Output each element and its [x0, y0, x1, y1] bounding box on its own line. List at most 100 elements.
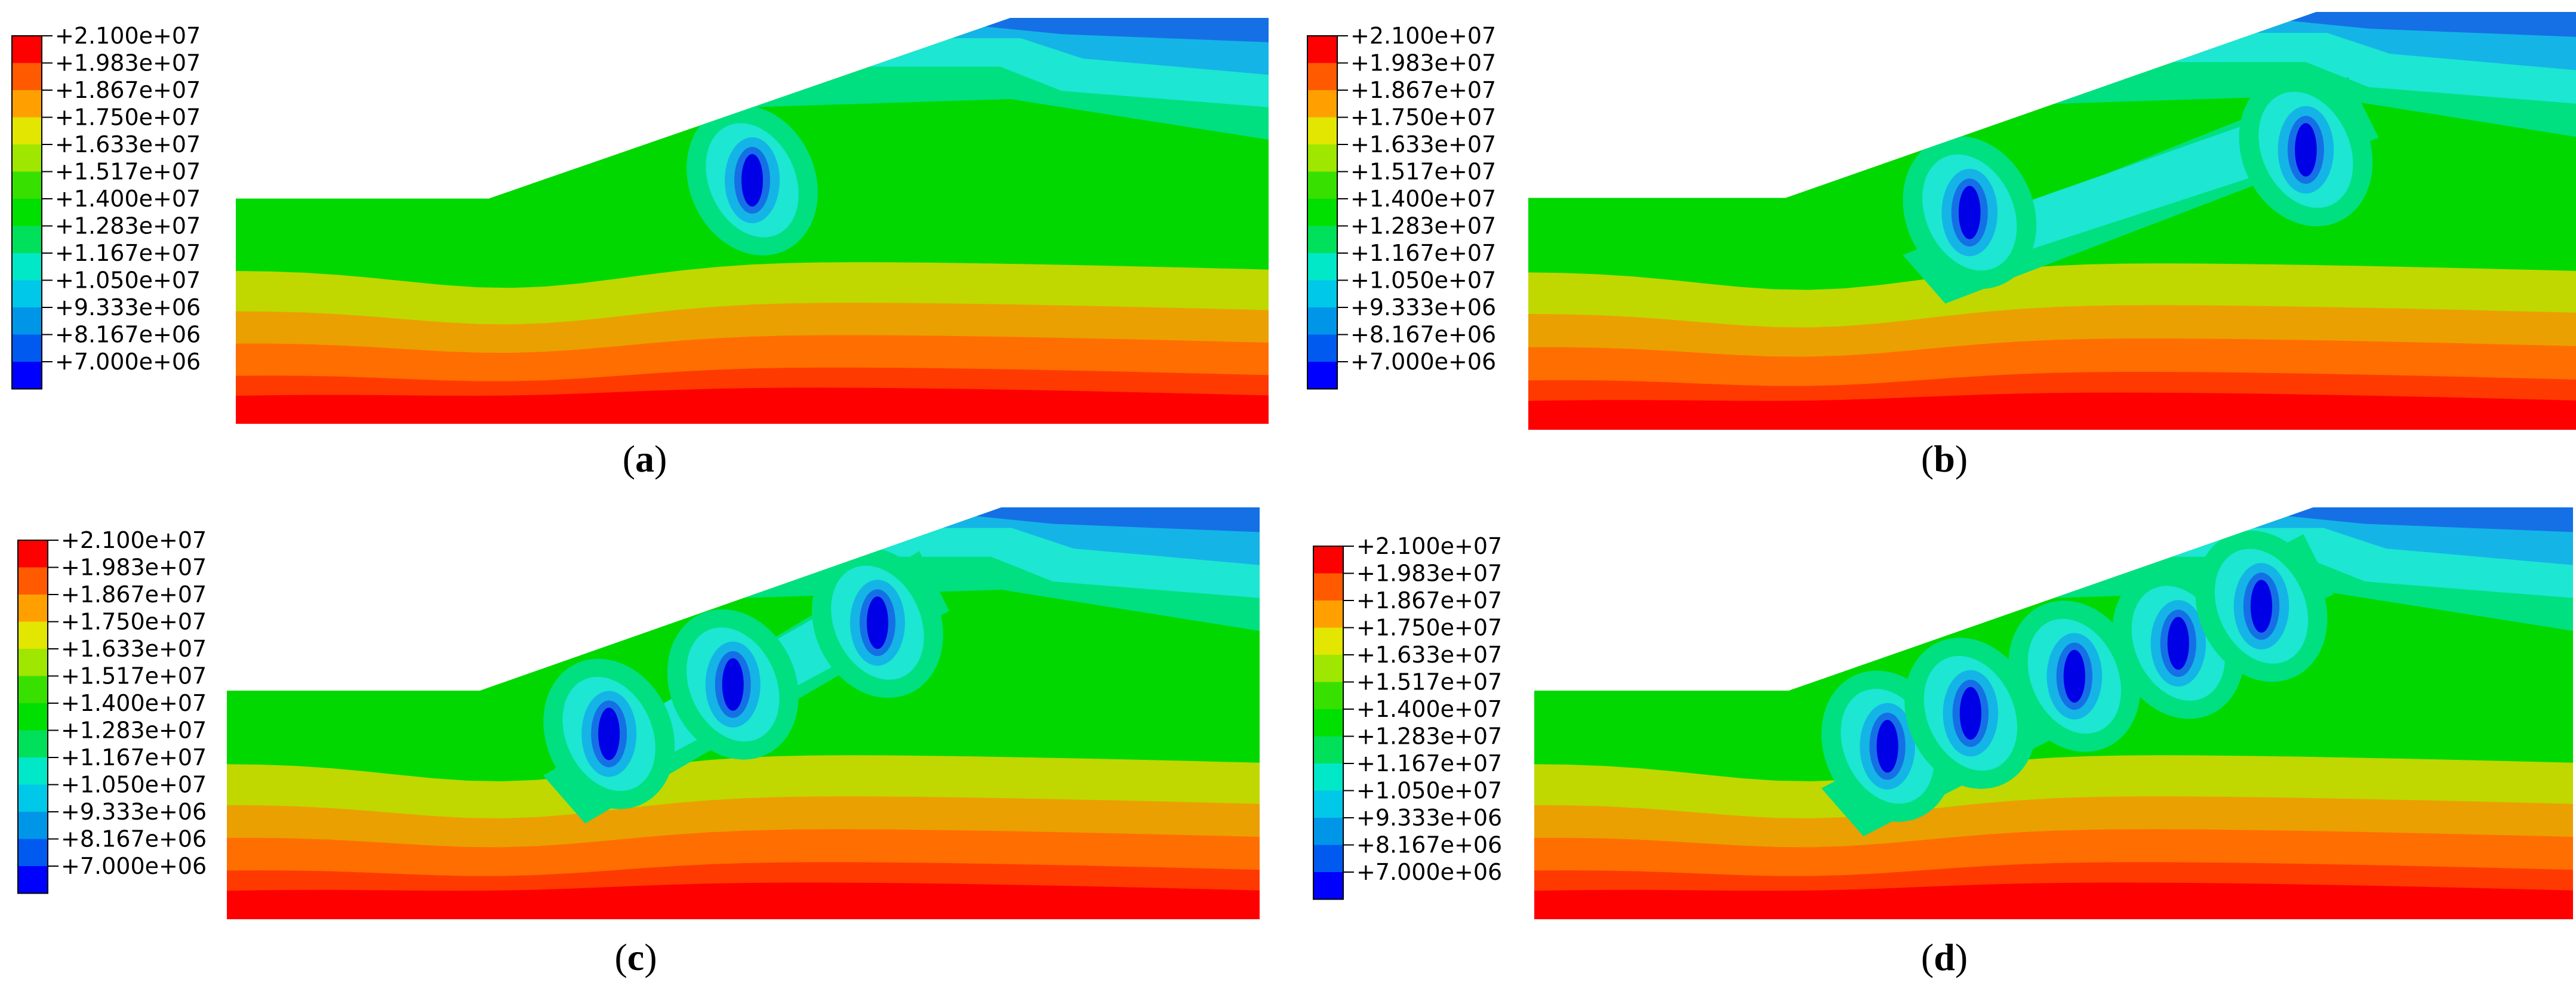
- legend-swatch: [18, 703, 48, 731]
- legend-swatch: [1313, 709, 1343, 737]
- legend-swatch: [1313, 600, 1343, 628]
- legend-label: +1.167e+07: [1350, 240, 1496, 266]
- legend-frame: [17, 540, 48, 894]
- legend-label: +2.100e+07: [55, 23, 201, 49]
- stress-zone-deep-blue: [1959, 686, 1981, 740]
- stress-zone-deep-blue: [1958, 186, 1981, 239]
- stress-zone-blue: [2282, 507, 2573, 532]
- caption-open: (: [1921, 936, 1934, 978]
- legend-swatch: [12, 253, 42, 281]
- legend-label: +1.517e+07: [1356, 669, 1502, 695]
- legend-swatch: [1307, 90, 1337, 118]
- legend-frame: [11, 35, 42, 390]
- stress-zone-deep-blue: [2295, 123, 2317, 177]
- legend-swatch: [12, 117, 42, 144]
- legend-swatch: [1313, 655, 1343, 682]
- stress-zone-deep-blue: [2063, 649, 2085, 703]
- caption-letter: b: [1934, 438, 1955, 480]
- legend-label: +1.050e+07: [55, 267, 201, 294]
- legend-swatch: [1307, 199, 1337, 226]
- legend-label: +1.400e+07: [1356, 696, 1502, 722]
- panel-caption: (d): [1921, 936, 1968, 978]
- legend-swatch: [1313, 736, 1343, 763]
- legend-label: +9.333e+06: [1356, 805, 1502, 831]
- legend-label: +1.167e+07: [1356, 750, 1502, 777]
- legend-swatch: [18, 730, 48, 757]
- legend-label: +1.517e+07: [55, 159, 201, 185]
- stress-zone-blue: [970, 507, 1260, 532]
- legend-swatch: [1307, 171, 1337, 199]
- legend-swatch: [18, 784, 48, 812]
- legend-label: +8.167e+06: [1350, 322, 1496, 348]
- legend-label: +1.750e+07: [1350, 104, 1496, 131]
- legend-swatch: [1307, 280, 1337, 307]
- stress-zone-blue: [2285, 12, 2576, 37]
- legend-swatch: [18, 812, 48, 839]
- legend-label: +1.867e+07: [1350, 77, 1496, 103]
- legend-swatch: [1307, 226, 1337, 253]
- legend-label: +8.167e+06: [1356, 832, 1502, 858]
- legend-swatch: [18, 649, 48, 676]
- stress-band-red: [236, 387, 1269, 424]
- legend-label: +1.517e+07: [61, 663, 207, 689]
- legend-label: +1.750e+07: [61, 609, 207, 635]
- legend-swatch: [1313, 845, 1343, 872]
- legend-label: +1.983e+07: [61, 555, 207, 581]
- legend-swatch: [1313, 763, 1343, 791]
- legend-label: +1.167e+07: [55, 240, 201, 266]
- stress-band-red: [1528, 392, 2576, 430]
- panel-caption: (b): [1921, 438, 1968, 480]
- caption-open: (: [623, 438, 635, 480]
- legend-frame: [1307, 35, 1338, 390]
- stress-band-red: [227, 882, 1260, 919]
- legend-label: +1.050e+07: [1356, 778, 1502, 804]
- legend-label: +1.633e+07: [1356, 642, 1502, 668]
- legend-swatch: [1307, 36, 1337, 63]
- slope-model-body: [1534, 507, 2573, 919]
- legend-swatch: [1313, 790, 1343, 818]
- legend-swatch: [18, 567, 48, 595]
- legend-swatch: [12, 226, 42, 253]
- legend-swatch: [1307, 63, 1337, 90]
- legend-swatch: [1307, 144, 1337, 172]
- color-legend: +2.100e+07+1.983e+07+1.867e+07+1.750e+07…: [11, 23, 201, 390]
- legend-label: +1.633e+07: [1350, 131, 1496, 158]
- legend-swatch: [18, 676, 48, 703]
- caption-letter: c: [627, 936, 644, 978]
- caption-open: (: [614, 936, 627, 978]
- color-legend: +2.100e+07+1.983e+07+1.867e+07+1.750e+07…: [17, 527, 207, 894]
- legend-label: +9.333e+06: [55, 294, 201, 321]
- color-legend: +2.100e+07+1.983e+07+1.867e+07+1.750e+07…: [1313, 533, 1502, 900]
- stress-zone-deep-blue: [722, 658, 744, 711]
- panel-caption: (a): [623, 438, 667, 480]
- legend-swatch: [1307, 362, 1337, 389]
- legend-label: +1.983e+07: [1350, 50, 1496, 76]
- legend-label: +1.400e+07: [55, 186, 201, 212]
- legend-label: +7.000e+06: [1350, 349, 1496, 375]
- legend-label: +7.000e+06: [55, 349, 201, 375]
- caption-open: (: [1921, 438, 1934, 480]
- legend-label: +1.050e+07: [61, 772, 207, 798]
- legend-label: +1.283e+07: [61, 717, 207, 744]
- legend-label: +1.983e+07: [1356, 560, 1502, 587]
- legend-label: +1.283e+07: [1350, 213, 1496, 239]
- legend-label: +7.000e+06: [1356, 859, 1502, 885]
- stress-band-red: [1534, 882, 2573, 919]
- legend-swatch: [12, 280, 42, 307]
- legend-swatch: [18, 595, 48, 622]
- stress-zone-blue: [979, 18, 1269, 42]
- legend-label: +1.867e+07: [55, 77, 201, 103]
- legend-swatch: [12, 36, 42, 63]
- legend-frame: [1313, 546, 1344, 900]
- legend-swatch: [18, 621, 48, 649]
- stress-zone-deep-blue: [1876, 719, 1898, 773]
- legend-swatch: [1313, 872, 1343, 900]
- legend-label: +1.867e+07: [1356, 587, 1502, 614]
- legend-label: +2.100e+07: [1356, 533, 1502, 559]
- legend-swatch: [12, 362, 42, 389]
- legend-label: +1.167e+07: [61, 744, 207, 771]
- legend-swatch: [1307, 307, 1337, 335]
- caption-letter: a: [635, 438, 654, 480]
